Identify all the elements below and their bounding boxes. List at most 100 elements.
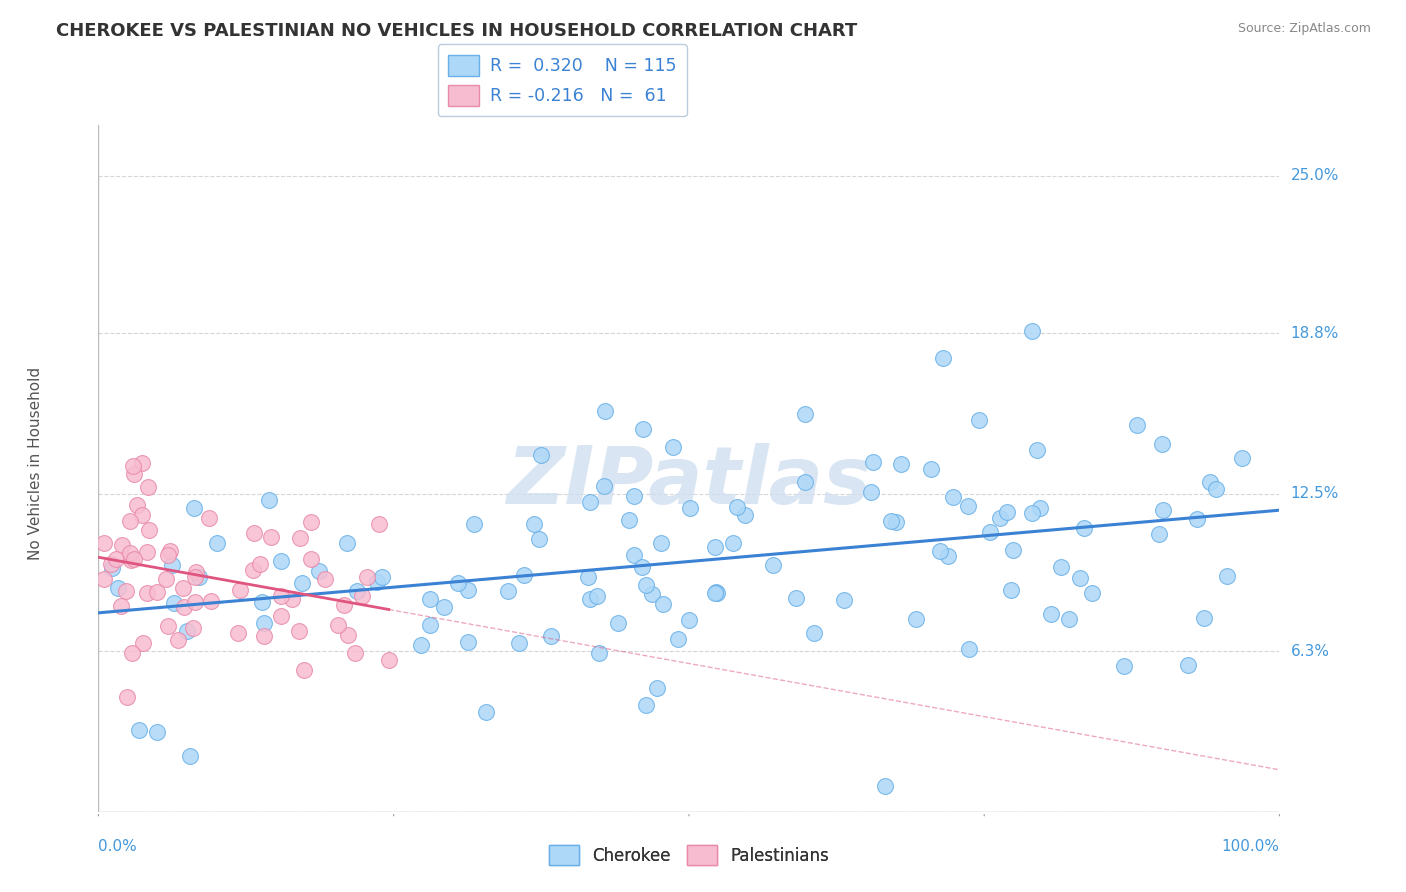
Point <box>1025 443 1047 458</box>
Point <box>118 546 141 560</box>
Point <box>200 593 222 607</box>
Point <box>661 440 683 454</box>
Point <box>936 549 959 563</box>
Point <box>880 514 903 528</box>
Point <box>337 628 360 642</box>
Point <box>1081 586 1104 600</box>
Point <box>1216 569 1239 583</box>
Point <box>617 513 640 527</box>
Point <box>576 570 599 584</box>
Point <box>356 570 378 584</box>
Point <box>242 525 264 540</box>
Point <box>292 663 315 677</box>
Point <box>834 592 856 607</box>
Point <box>723 536 745 550</box>
Point <box>540 629 562 643</box>
Point <box>630 560 652 574</box>
Point <box>184 569 207 583</box>
Point <box>633 422 655 436</box>
Point <box>1112 659 1135 673</box>
Point <box>101 561 124 575</box>
Point <box>167 633 190 648</box>
Point <box>579 495 602 509</box>
Point <box>967 413 990 427</box>
Point <box>131 635 153 649</box>
Text: CHEROKEE VS PALESTINIAN NO VEHICLES IN HOUSEHOLD CORRELATION CHART: CHEROKEE VS PALESTINIAN NO VEHICLES IN H… <box>56 22 858 40</box>
Point <box>291 575 314 590</box>
Point <box>860 484 883 499</box>
Point <box>346 584 368 599</box>
Point <box>179 748 201 763</box>
Point <box>93 536 115 550</box>
Point <box>920 461 942 475</box>
Point <box>332 598 354 612</box>
Point <box>1057 612 1080 626</box>
Point <box>588 646 610 660</box>
Point <box>187 570 209 584</box>
Point <box>173 600 195 615</box>
Point <box>527 532 550 546</box>
Point <box>762 558 785 573</box>
Point <box>183 500 205 515</box>
Point <box>995 505 1018 519</box>
Point <box>172 581 194 595</box>
Point <box>131 508 153 523</box>
Point <box>122 458 145 473</box>
Point <box>114 583 136 598</box>
Point <box>1199 475 1222 490</box>
Point <box>942 490 965 504</box>
Point <box>623 548 645 562</box>
Text: ZIPatlas: ZIPatlas <box>506 443 872 521</box>
Point <box>146 724 169 739</box>
Point <box>512 567 534 582</box>
Point <box>198 511 221 525</box>
Point <box>1152 437 1174 451</box>
Point <box>474 705 496 719</box>
Point <box>135 586 157 600</box>
Point <box>463 517 485 532</box>
Point <box>725 500 748 514</box>
Point <box>679 501 702 516</box>
Point <box>259 530 281 544</box>
Point <box>530 448 553 462</box>
Point <box>181 621 204 635</box>
Point <box>1021 506 1043 520</box>
Point <box>344 646 367 660</box>
Point <box>156 618 179 632</box>
Point <box>929 544 952 558</box>
Point <box>678 613 700 627</box>
Point <box>159 544 181 558</box>
Text: 6.3%: 6.3% <box>1291 644 1330 659</box>
Point <box>366 574 388 589</box>
Point <box>299 515 322 529</box>
Point <box>419 617 441 632</box>
Point <box>121 646 143 660</box>
Legend: Cherokee, Palestinians: Cherokee, Palestinians <box>541 838 837 872</box>
Point <box>253 616 276 631</box>
Point <box>226 625 249 640</box>
Point <box>314 572 336 586</box>
Point <box>1192 611 1215 625</box>
Point <box>623 489 645 503</box>
Point <box>585 589 607 603</box>
Point <box>125 498 148 512</box>
Point <box>1185 512 1208 526</box>
Point <box>1149 526 1171 541</box>
Point <box>163 596 186 610</box>
Point <box>270 608 292 623</box>
Point <box>794 407 817 421</box>
Point <box>666 632 689 647</box>
Point <box>932 351 955 365</box>
Point <box>645 681 668 695</box>
Point <box>785 591 807 605</box>
Point <box>299 552 322 566</box>
Point <box>118 514 141 528</box>
Point <box>651 598 673 612</box>
Point <box>890 458 912 472</box>
Point <box>205 536 228 550</box>
Point <box>409 638 432 652</box>
Point <box>128 723 150 738</box>
Point <box>956 499 979 513</box>
Point <box>523 516 546 531</box>
Point <box>447 576 470 591</box>
